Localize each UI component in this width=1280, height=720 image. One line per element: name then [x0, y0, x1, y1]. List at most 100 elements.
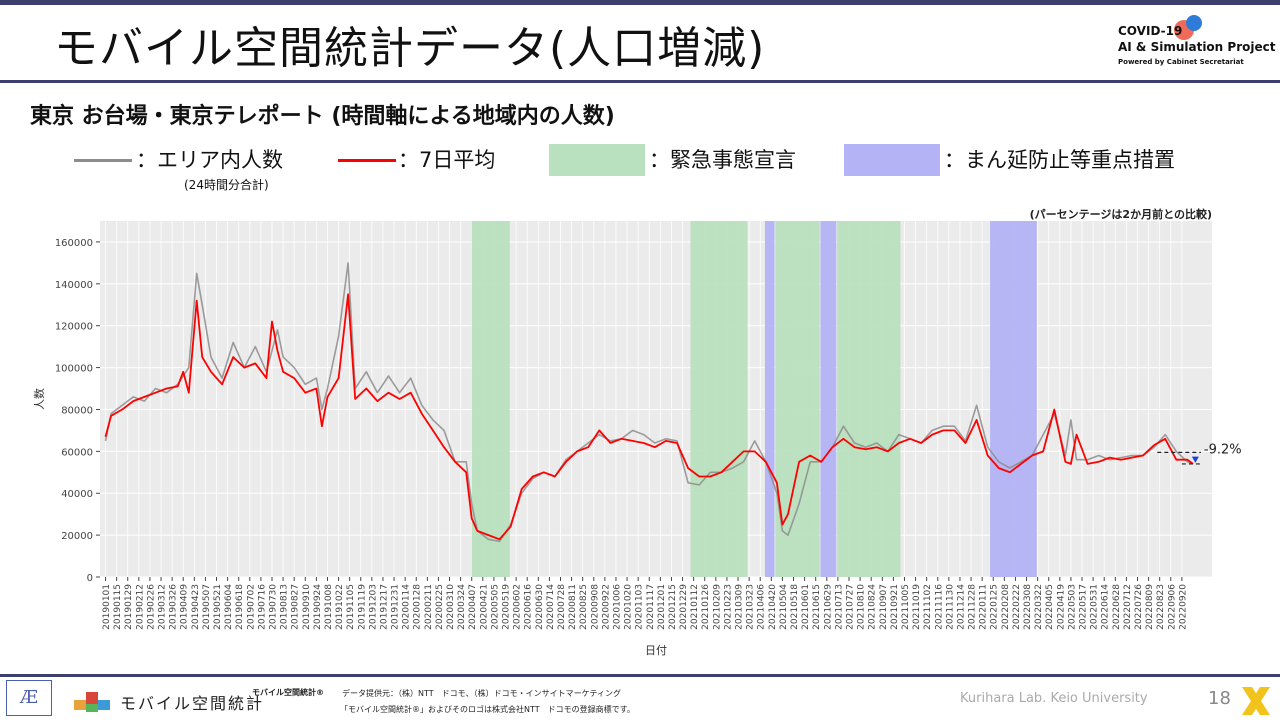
x-tick-label: 20210629: [823, 584, 833, 630]
x-tick-label: 20210309: [735, 584, 745, 630]
x-tick-label: 20210921: [890, 584, 900, 630]
x-tick-label: 20210810: [857, 584, 867, 630]
y-tick-label: 60000: [61, 447, 93, 458]
x-tick-label: 20190827: [291, 584, 301, 630]
x-tick-label: 20190326: [169, 584, 179, 630]
x-tick-label: 20190101: [102, 584, 112, 630]
x-logo-icon: [1242, 687, 1270, 715]
footer-data-source: データ提供元：（株）NTT ドコモ、（株）ドコモ・インサイトマーケティング: [342, 689, 621, 698]
y-tick-label: 160000: [55, 238, 93, 249]
x-tick-label: 20220712: [1123, 584, 1133, 630]
x-tick-label: 20200616: [524, 584, 534, 630]
legend: ：エリア内人数 (24時間分合計) ：7日平均 ：緊急事態宣言 ：まん延防止等重…: [0, 140, 1280, 192]
x-tick-label: 20190910: [302, 584, 312, 630]
x-tick-label: 20220208: [1001, 584, 1011, 630]
x-tick-label: 20220531: [1090, 584, 1100, 630]
x-tick-label: 20220614: [1101, 584, 1111, 630]
x-tick-label: 20190115: [113, 584, 123, 630]
x-tick-label: 20220322: [1034, 584, 1044, 630]
x-tick-label: 20201103: [635, 584, 645, 630]
x-tick-label: 20211130: [945, 584, 955, 630]
x-tick-label: 20200630: [535, 584, 545, 630]
x-tick-label: 20190521: [213, 584, 223, 630]
x-tick-label: 20200324: [457, 584, 467, 630]
title-divider: [0, 80, 1280, 83]
covid-ai-logo: COVID-19 AI & Simulation Project Powered…: [1118, 15, 1278, 74]
y-tick-label: 100000: [55, 364, 93, 375]
x-tick-label: 20201006: [613, 584, 623, 630]
x-tick-label: 20210323: [746, 584, 756, 630]
logo-line-2: AI & Simulation Project: [1118, 40, 1276, 54]
y-tick-label: 0: [87, 573, 93, 584]
x-tick-label: 20190702: [246, 584, 256, 630]
x-tick-label: 20201201: [657, 584, 667, 630]
annotation-down-arrow-icon: [1191, 456, 1199, 463]
emergency-band: [471, 221, 510, 577]
x-tick-label: 20190604: [224, 584, 234, 630]
logo-line-3: Powered by Cabinet Secretariat: [1118, 58, 1244, 66]
legend-area-sublabel: (24時間分合計): [184, 178, 269, 192]
x-tick-label: 20200211: [424, 584, 434, 630]
y-tick-label: 80000: [61, 405, 93, 416]
y-axis: 0 20000 40000 60000 80000 100000 120000 140000 1…: [55, 238, 100, 584]
x-tick-label: 20200728: [557, 584, 567, 630]
x-tick-label: 20190507: [202, 584, 212, 630]
x-tick-label: 20200128: [413, 584, 423, 630]
x-tick-label: 20210406: [757, 584, 767, 630]
x-tick-label: 20220809: [1145, 584, 1155, 630]
x-tick-label: 20190312: [158, 584, 168, 630]
x-tick-label: 20210420: [768, 584, 778, 630]
x-tick-label: 20200825: [579, 584, 589, 630]
x-tick-label: 20200908: [590, 584, 600, 630]
x-tick-label: 20190716: [257, 584, 267, 630]
emergency-band: [837, 221, 901, 577]
x-tick-label: 20190212: [135, 584, 145, 630]
x-tick-label: 20191119: [357, 584, 367, 630]
plot-panel: [100, 221, 1212, 577]
seven-day-avg-line: [104, 293, 1194, 541]
legend-prevention-swatch: [844, 144, 940, 176]
x-tick-label: 20211005: [901, 584, 911, 630]
legend-area-swatch: [74, 159, 132, 162]
lab-mark-icon: Æ: [6, 680, 52, 716]
x-tick-label: 20220222: [1012, 584, 1022, 630]
logo-blue-dot: [1186, 15, 1202, 31]
x-tick-label: 20220503: [1067, 584, 1077, 630]
x-tick-label: 20210601: [801, 584, 811, 630]
x-tick-label: 20190409: [180, 584, 190, 630]
x-tick-label: 20200714: [546, 584, 556, 630]
y-tick-label: 140000: [55, 280, 93, 291]
x-tick-label: 20210713: [834, 584, 844, 630]
x-tick-label: 20210223: [723, 584, 733, 630]
x-tick-label: 20200407: [468, 584, 478, 630]
prevention-band: [764, 221, 775, 577]
x-tick-label: 20201229: [679, 584, 689, 630]
x-tick-label: 20190226: [146, 584, 156, 630]
y-tick-label: 20000: [61, 531, 93, 542]
page-number: 18: [1208, 688, 1231, 709]
x-tick-label: 20190924: [313, 584, 323, 630]
x-tick-label: 20220405: [1045, 584, 1055, 630]
x-tick-label: 20210518: [790, 584, 800, 630]
y-tick-label: 120000: [55, 322, 93, 333]
x-tick-label: 20191203: [368, 584, 378, 630]
prevention-band: [990, 221, 1037, 577]
x-tick-label: 20210126: [701, 584, 711, 630]
x-tick-label: 20200421: [479, 584, 489, 630]
mobile-stats-logo-icon: [74, 692, 110, 712]
legend-prevention-label: ：まん延防止等重点措置: [944, 148, 1175, 172]
x-tick-label: 20210504: [779, 584, 789, 630]
x-tick-label: 20211228: [968, 584, 978, 630]
x-tick-label: 20220419: [1056, 584, 1066, 630]
x-tick-label: 20220125: [990, 584, 1000, 630]
y-axis-title: 人数: [33, 388, 46, 410]
x-tick-label: 20200114: [402, 584, 412, 630]
x-tick-label: 20220920: [1178, 584, 1188, 630]
x-tick-label: 20210112: [690, 584, 700, 630]
x-tick-label: 20220726: [1134, 584, 1144, 630]
x-tick-label: 20201020: [624, 584, 634, 630]
footer-divider: [0, 674, 1280, 677]
chart-subtitle: 東京 お台場・東京テレポート (時間軸による地域内の人数): [30, 104, 615, 129]
policy-bands: [471, 221, 1037, 577]
x-tick-label: 20190730: [269, 584, 279, 630]
